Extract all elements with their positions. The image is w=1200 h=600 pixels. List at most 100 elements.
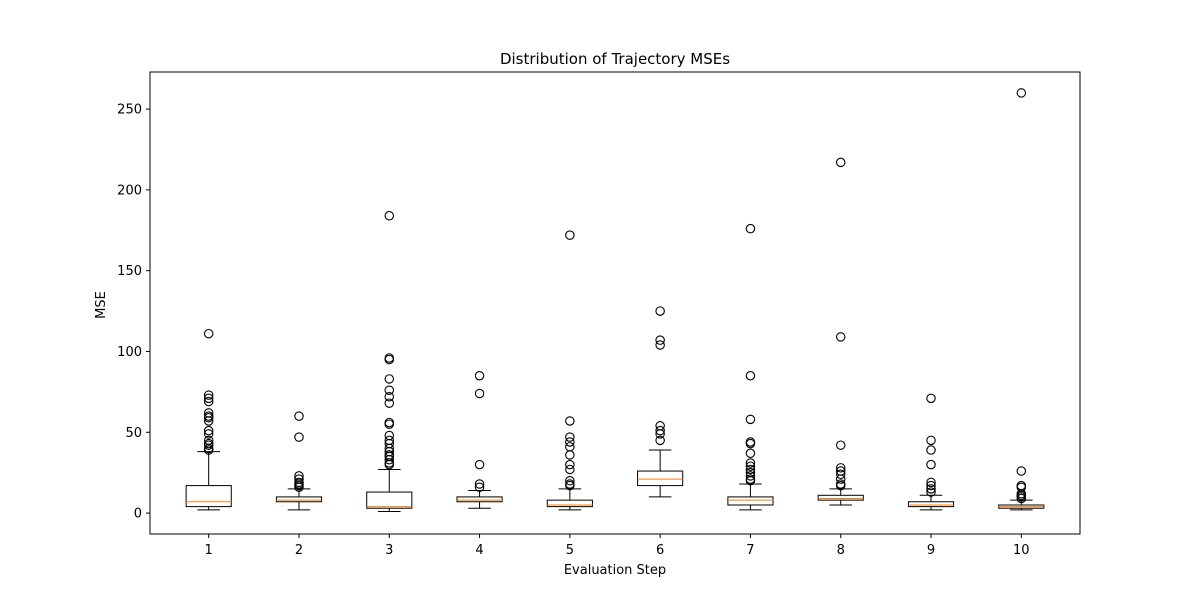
flier-point (926, 480, 936, 491)
flier-point (655, 425, 665, 436)
flier-point (745, 471, 756, 481)
flier-point (565, 442, 575, 452)
box-group-5 (546, 230, 593, 511)
flier-point (474, 370, 485, 381)
x-tick-label: 3 (385, 543, 393, 558)
box-group-6 (637, 306, 684, 498)
flier-point (926, 445, 936, 455)
flier-point (203, 416, 214, 426)
x-tick-label: 7 (746, 543, 754, 558)
flier-point (745, 223, 756, 234)
y-tick-label: 100 (117, 345, 142, 360)
box-group-8 (817, 157, 864, 506)
flier-point (745, 464, 756, 475)
flier-point (926, 435, 936, 446)
flier-point (565, 459, 575, 470)
flier-point (384, 454, 395, 465)
box-group-4 (456, 370, 503, 509)
flier-point (203, 445, 214, 455)
flier-point (294, 411, 304, 421)
x-tick-label: 1 (205, 543, 213, 558)
flier-point (835, 440, 846, 450)
box-iqr (546, 499, 593, 508)
plot-frame (149, 71, 1081, 535)
flier-point (745, 476, 756, 486)
box-group-10 (998, 88, 1045, 511)
flier-point (655, 306, 665, 316)
flier-point (655, 429, 665, 439)
flier-point (203, 328, 214, 339)
flier-point (655, 335, 665, 345)
flier-point (1016, 88, 1027, 98)
flier-point (384, 385, 395, 396)
flier-point (565, 476, 575, 486)
x-tick-label: 9 (927, 543, 935, 558)
box-group-1 (185, 328, 232, 511)
x-tick-label: 8 (837, 543, 845, 558)
flier-point (745, 414, 756, 425)
flier-point (294, 432, 304, 442)
flier-point (745, 370, 756, 381)
flier-point (384, 419, 395, 429)
y-tick-label: 0 (134, 507, 142, 522)
flier-point (565, 450, 575, 460)
y-tick-label: 50 (125, 426, 142, 441)
flier-point (835, 474, 846, 484)
flier-point (203, 390, 214, 400)
flier-point (655, 435, 665, 446)
flier-point (745, 448, 756, 459)
flier-point (203, 425, 214, 436)
box-iqr (456, 496, 503, 503)
box-iqr (727, 496, 774, 506)
chart-title: Distribution of Trajectory MSEs (500, 50, 730, 68)
x-tick-label: 10 (1013, 543, 1030, 558)
flier-point (1016, 466, 1027, 476)
flier-point (384, 374, 395, 384)
flier-point (203, 429, 214, 439)
x-tick-label: 4 (475, 543, 483, 558)
flier-point (565, 437, 575, 447)
flier-point (745, 461, 756, 471)
flier-point (926, 459, 936, 470)
y-tick-label: 200 (117, 183, 142, 198)
box-iqr (907, 501, 955, 508)
flier-point (565, 416, 575, 426)
y-tick-label: 250 (117, 103, 142, 118)
flier-point (565, 230, 575, 240)
box-iqr (817, 494, 864, 501)
flier-point (474, 482, 485, 492)
flier-point (926, 477, 936, 488)
flier-point (926, 487, 936, 497)
box-iqr (275, 496, 323, 503)
flier-point (565, 464, 575, 475)
box-iqr (637, 470, 684, 487)
flier-point (474, 459, 485, 470)
flier-point (565, 480, 575, 491)
flier-point (384, 459, 395, 470)
flier-point (384, 391, 395, 402)
flier-point (384, 210, 395, 221)
x-axis-label: Evaluation Step (564, 563, 666, 578)
flier-point (203, 396, 214, 407)
box-group-3 (366, 210, 413, 512)
x-tick-label: 2 (295, 543, 303, 558)
flier-point (655, 340, 665, 350)
box-group-2 (275, 411, 323, 511)
flier-point (565, 432, 575, 442)
flier-point (835, 463, 846, 473)
box-iqr (185, 485, 232, 508)
flier-point (474, 479, 485, 489)
flier-point (835, 157, 846, 168)
flier-point (835, 480, 846, 491)
flier-point (926, 484, 936, 494)
flier-point (203, 412, 214, 423)
flier-point (1016, 493, 1027, 504)
flier-point (384, 398, 395, 408)
box-group-7 (727, 223, 774, 511)
flier-point (203, 440, 214, 450)
flier-point (474, 388, 485, 399)
flier-point (203, 393, 214, 404)
box-iqr (366, 491, 413, 509)
flier-point (384, 354, 395, 365)
flier-point (655, 421, 665, 431)
